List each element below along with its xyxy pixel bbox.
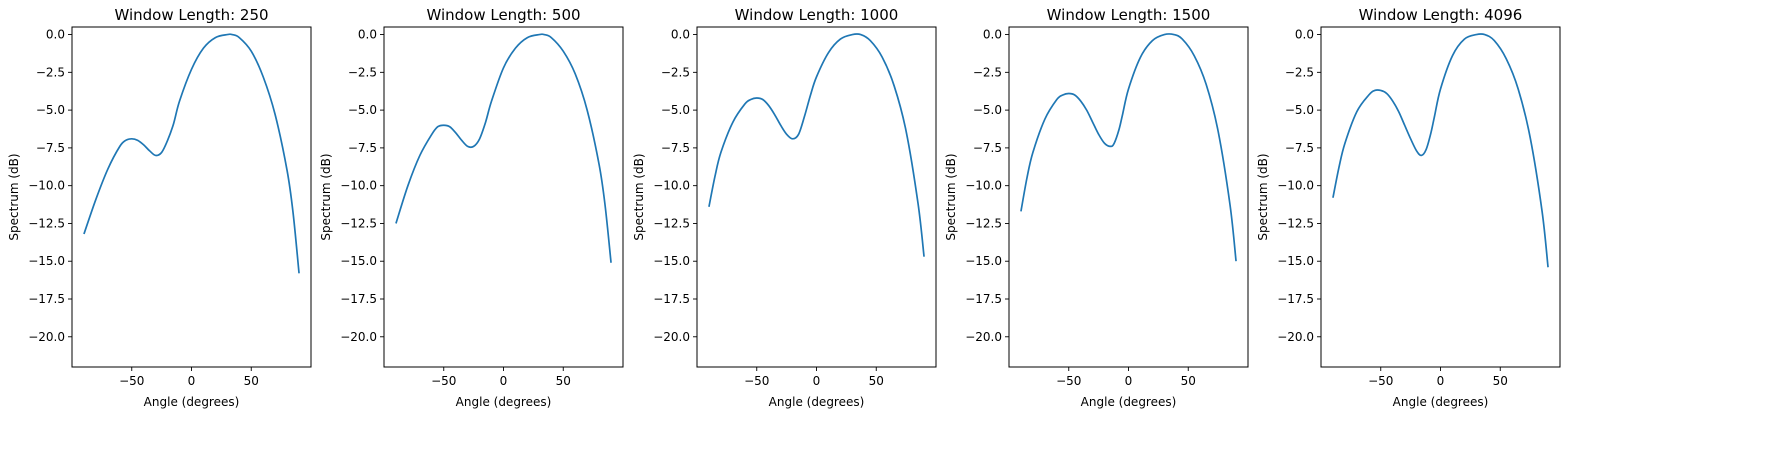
plot-frame xyxy=(71,26,312,368)
y-tick-label: −12.5 xyxy=(28,216,65,230)
x-tick-label: 0 xyxy=(188,374,196,388)
y-tick-label: −17.5 xyxy=(653,292,690,306)
y-tick-label: −2.5 xyxy=(661,65,690,79)
x-tick-label: 50 xyxy=(556,374,571,388)
x-tick-label: 50 xyxy=(1493,374,1508,388)
y-tick-label: −7.5 xyxy=(348,141,377,155)
y-tick-label: −15.0 xyxy=(340,254,377,268)
x-tick-label: −50 xyxy=(1368,374,1393,388)
y-axis-label: Spectrum (dB) xyxy=(944,153,958,240)
y-tick-label: −10.0 xyxy=(340,179,377,193)
chart-title: Window Length: 250 xyxy=(114,6,268,24)
x-tick-label: 50 xyxy=(244,374,259,388)
x-tick-label: −50 xyxy=(431,374,456,388)
y-tick-label: −10.0 xyxy=(965,179,1002,193)
y-tick-label: −12.5 xyxy=(1277,216,1314,230)
y-axis-label: Spectrum (dB) xyxy=(1256,153,1270,240)
y-tick-label: −12.5 xyxy=(653,216,690,230)
plot-frame xyxy=(1320,26,1561,368)
plot-frame xyxy=(383,26,624,368)
series-line xyxy=(1020,33,1237,262)
x-axis-label: Angle (degrees) xyxy=(456,395,552,409)
y-tick-label: −20.0 xyxy=(965,330,1002,344)
y-tick-label: −2.5 xyxy=(36,65,65,79)
series-line xyxy=(1332,33,1549,268)
x-tick-label: 0 xyxy=(813,374,821,388)
chart-title: Window Length: 1500 xyxy=(1047,6,1211,24)
series-line xyxy=(708,33,925,257)
x-axis-label: Angle (degrees) xyxy=(769,395,865,409)
y-tick-label: −2.5 xyxy=(1285,65,1314,79)
y-tick-label: −10.0 xyxy=(1277,179,1314,193)
y-tick-label: −17.5 xyxy=(28,292,65,306)
plot-frame xyxy=(1008,26,1249,368)
chart-panel-2: Window Length: 500 −50 0 50 0.0 −2.5 −5.0 −7.5 −… xyxy=(319,6,624,409)
y-tick-label: −7.5 xyxy=(36,141,65,155)
y-tick-label: −10.0 xyxy=(28,179,65,193)
chart-panel-5: Window Length: 4096 −50 0 50 0.0 −2.5 −5.0 −7.5… xyxy=(1256,6,1561,409)
y-tick-label: −5.0 xyxy=(36,103,65,117)
y-tick-label: −2.5 xyxy=(348,65,377,79)
y-tick-label: −17.5 xyxy=(1277,292,1314,306)
y-tick-label: −10.0 xyxy=(653,179,690,193)
x-tick-label: 0 xyxy=(1125,374,1133,388)
y-tick-label: 0.0 xyxy=(671,28,690,42)
y-tick-label: −17.5 xyxy=(340,292,377,306)
y-tick-label: −15.0 xyxy=(28,254,65,268)
y-tick-label: −5.0 xyxy=(661,103,690,117)
chart-title: Window Length: 4096 xyxy=(1359,6,1523,24)
y-tick-label: −5.0 xyxy=(1285,103,1314,117)
y-tick-label: −20.0 xyxy=(340,330,377,344)
chart-panel-3: Window Length: 1000 −50 0 50 0.0 −2.5 −5.0 −7.5… xyxy=(632,6,937,409)
y-tick-label: −5.0 xyxy=(973,103,1002,117)
y-tick-label: −20.0 xyxy=(1277,330,1314,344)
chart-panel-4: Window Length: 1500 −50 0 50 0.0 −2.5 −5.0 −7.5… xyxy=(944,6,1249,409)
y-tick-label: −15.0 xyxy=(653,254,690,268)
y-tick-label: 0.0 xyxy=(46,28,65,42)
y-axis-label: Spectrum (dB) xyxy=(632,153,646,240)
x-axis-label: Angle (degrees) xyxy=(1393,395,1489,409)
series-line xyxy=(395,33,612,263)
x-axis-label: Angle (degrees) xyxy=(144,395,240,409)
y-tick-label: −7.5 xyxy=(1285,141,1314,155)
y-tick-label: 0.0 xyxy=(358,28,377,42)
y-tick-label: 0.0 xyxy=(983,28,1002,42)
y-axis-label: Spectrum (dB) xyxy=(7,153,21,240)
y-tick-label: −5.0 xyxy=(348,103,377,117)
x-tick-label: −50 xyxy=(1056,374,1081,388)
y-tick-label: −7.5 xyxy=(661,141,690,155)
chart-title: Window Length: 500 xyxy=(426,6,580,24)
series-line xyxy=(83,33,300,274)
chart-title: Window Length: 1000 xyxy=(735,6,899,24)
y-tick-label: −20.0 xyxy=(28,330,65,344)
y-tick-label: −12.5 xyxy=(340,216,377,230)
chart-panel-1: Window Length: 250 −50 0 50 0.0 −2.5 −5.0 −7.5 −… xyxy=(7,6,312,409)
y-tick-label: −7.5 xyxy=(973,141,1002,155)
x-tick-label: 50 xyxy=(869,374,884,388)
y-tick-label: −12.5 xyxy=(965,216,1002,230)
x-tick-label: −50 xyxy=(744,374,769,388)
y-tick-label: −15.0 xyxy=(965,254,1002,268)
x-tick-label: 0 xyxy=(1437,374,1445,388)
x-tick-label: 50 xyxy=(1181,374,1196,388)
y-axis-label: Spectrum (dB) xyxy=(319,153,333,240)
y-tick-label: −2.5 xyxy=(973,65,1002,79)
x-axis-label: Angle (degrees) xyxy=(1081,395,1177,409)
x-tick-label: −50 xyxy=(119,374,144,388)
y-tick-label: −20.0 xyxy=(653,330,690,344)
y-tick-label: 0.0 xyxy=(1295,28,1314,42)
x-tick-label: 0 xyxy=(500,374,508,388)
y-tick-label: −17.5 xyxy=(965,292,1002,306)
y-tick-label: −15.0 xyxy=(1277,254,1314,268)
